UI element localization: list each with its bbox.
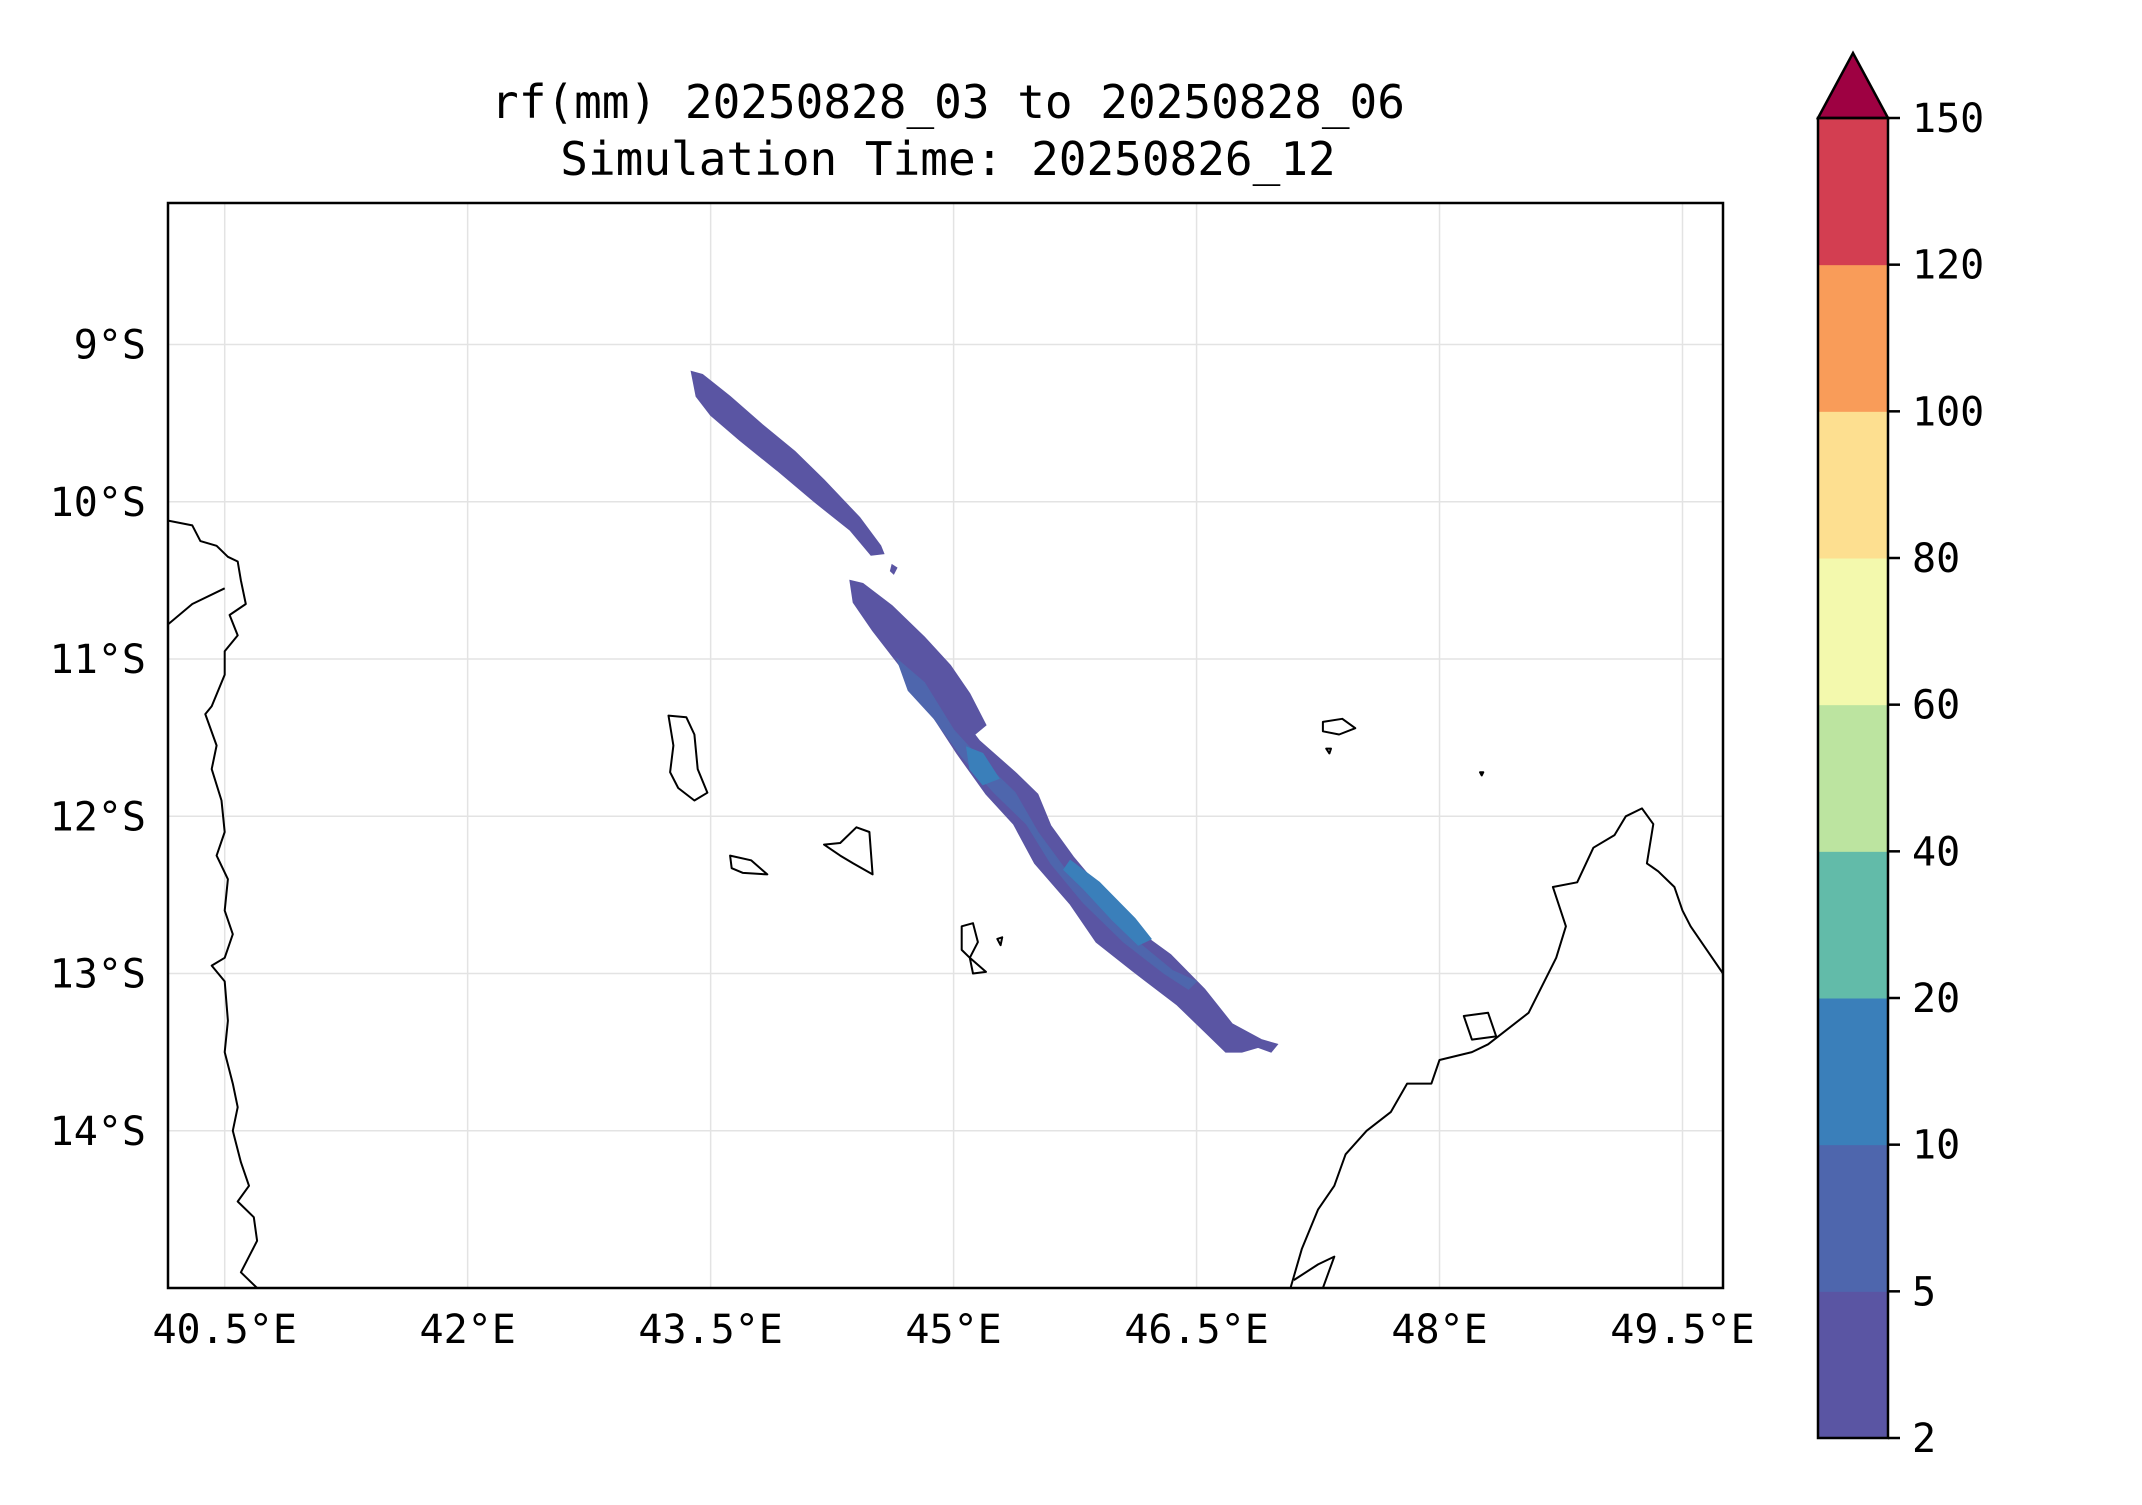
x-tick-label-1: 42°E: [419, 1307, 515, 1353]
colorbar-tick-label-1: 5: [1912, 1269, 1936, 1315]
colorbar-band-1: [1818, 1144, 1888, 1292]
gridlines: [168, 203, 1723, 1288]
coastline-glorioso: [1321, 717, 1357, 736]
colorbar: 2 5 10 20 40 60 80 100 120 150: [1815, 50, 1984, 1462]
coastline-comoros_anjouan: [823, 826, 874, 876]
coastline-islet2: [1479, 771, 1485, 777]
x-tick-label-3: 45°E: [905, 1307, 1001, 1353]
x-axis-ticks: 40.5°E 42°E 43.5°E 45°E 46.5°E 48°E 49.5°E: [152, 1307, 1754, 1353]
colorbar-band-6: [1818, 411, 1888, 559]
coastline-comoros_moheli: [729, 854, 769, 876]
y-tick-label-3: 12°S: [50, 794, 146, 840]
map-area: 40.5°E 42°E 43.5°E 45°E 46.5°E 48°E 49.5°E 9°S…: [50, 201, 1755, 1353]
colorbar-tick-label-9: 150: [1912, 96, 1984, 142]
coastlines: [168, 519, 1723, 1288]
colorbar-tick-label-4: 40: [1912, 829, 1960, 875]
map-frame: [166, 201, 1725, 1290]
colorbar-band-7: [1818, 264, 1888, 412]
y-tick-label-5: 14°S: [50, 1109, 146, 1155]
map-background: [168, 203, 1723, 1288]
colorbar-extend-arrow: [1815, 50, 1891, 120]
coastline-nosy_be: [1462, 1011, 1498, 1041]
colorbar-band-5: [1818, 558, 1888, 706]
rainfall-contour-speck: [889, 563, 898, 575]
coastline-mayotte_b: [996, 936, 1004, 947]
colorbar-tick-label-2: 10: [1912, 1123, 1960, 1169]
coastline-comoros_grande: [667, 714, 709, 802]
coastline-madagascar_bits: [1293, 1255, 1336, 1288]
colorbar-tick-label-0: 2: [1912, 1416, 1936, 1462]
y-tick-label-4: 13°S: [50, 952, 146, 998]
title-line-1: rf(mm) 20250828_03 to 20250828_06: [491, 75, 1405, 129]
y-tick-label-1: 10°S: [50, 480, 146, 526]
title-line-2: Simulation Time: 20250826_12: [560, 132, 1335, 186]
colorbar-band-4: [1818, 704, 1888, 852]
colorbar-band-2: [1818, 998, 1888, 1146]
x-tick-label-0: 40.5°E: [152, 1307, 297, 1353]
x-tick-label-5: 48°E: [1391, 1307, 1487, 1353]
colorbar-tick-label-5: 60: [1912, 683, 1960, 729]
x-tick-label-2: 43.5°E: [638, 1307, 783, 1353]
colorbar-band-0: [1818, 1291, 1888, 1439]
rainfall-contour-outer: [690, 370, 885, 556]
coastline-mayotte: [960, 922, 987, 975]
colorbar-tick-label-8: 120: [1912, 243, 1984, 289]
x-tick-label-6: 49.5°E: [1610, 1307, 1755, 1353]
colorbar-band-8: [1818, 118, 1888, 266]
rainfall-band: [690, 370, 1279, 1053]
coastline-tanzania: [168, 519, 259, 1288]
y-tick-label-2: 11°S: [50, 637, 146, 683]
colorbar-tick-label-3: 20: [1912, 976, 1960, 1022]
colorbar-tick-label-7: 100: [1912, 389, 1984, 435]
rainfall-contour-outer2: [849, 579, 1279, 1053]
rainfall-contour-core: [965, 746, 1000, 786]
x-tick-label-4: 46.5°E: [1124, 1307, 1269, 1353]
colorbar-band-3: [1818, 851, 1888, 999]
y-axis-ticks: 9°S 10°S 11°S 12°S 13°S 14°S: [50, 323, 146, 1155]
colorbar-tick-label-6: 80: [1912, 536, 1960, 582]
coastline-islet1: [1325, 747, 1332, 755]
coastline-madagascar: [1289, 807, 1723, 1288]
coastline-tanzania2: [168, 587, 226, 626]
colorbar-frame: [1816, 116, 1890, 1440]
rainfall-contour-core2: [1063, 859, 1152, 946]
y-tick-label-0: 9°S: [74, 323, 146, 369]
